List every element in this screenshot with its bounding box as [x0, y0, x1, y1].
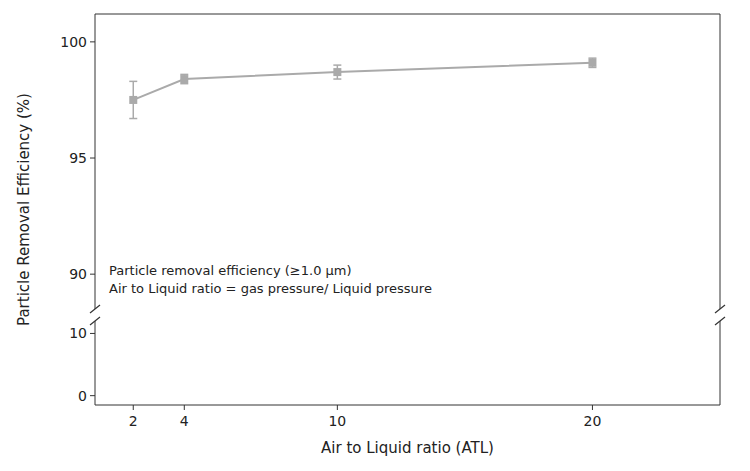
marker [333, 68, 341, 76]
chart-container: 9095100Particle removal efficiency (≥1.0… [0, 0, 750, 471]
y-tick-label: 10 [69, 325, 87, 341]
plot-area [129, 58, 596, 118]
y-tick-label: 90 [69, 266, 87, 282]
frame-right [720, 321, 721, 405]
x-tick [133, 405, 134, 410]
error-bar-cap [588, 57, 596, 59]
x-axis-line [95, 405, 720, 406]
x-tick-label: 10 [328, 413, 346, 429]
y-tick [90, 158, 95, 159]
y-axis-line [95, 14, 96, 309]
y-tick-label: 100 [60, 34, 87, 50]
annotation: Particle removal efficiency (≥1.0 μm) [109, 263, 352, 278]
y-axis-label: Particle Removal Efficiency (%) [15, 93, 33, 326]
x-tick-label: 20 [584, 413, 602, 429]
error-bar-cap [588, 67, 596, 69]
frame-top [95, 14, 720, 15]
x-tick-label: 2 [129, 413, 138, 429]
error-bar-cap [129, 81, 137, 83]
error-bar [333, 65, 341, 79]
error-bar-cap [333, 78, 341, 80]
break-mark [90, 305, 100, 313]
annotation: Air to Liquid ratio = gas pressure/ Liqu… [109, 281, 432, 296]
chart-svg: 9095100Particle removal efficiency (≥1.0… [0, 0, 750, 471]
break-marks [90, 305, 725, 325]
error-bar-cap [180, 83, 188, 85]
x-tick [337, 405, 338, 410]
y-tick [90, 274, 95, 275]
error-bar-cap [129, 118, 137, 120]
y-tick-label: 95 [69, 150, 87, 166]
top-panel: 90 95 100 Particle removal efficiency (≥1.0… [60, 14, 720, 309]
x-tick [184, 405, 185, 410]
marker [129, 96, 137, 104]
bottom-panel: 0 10 2 4 10 20 Air to Liquid ratio (ATL) [69, 321, 720, 457]
break-mark [715, 317, 725, 325]
error-bar-cap [333, 64, 341, 66]
marker [588, 59, 596, 67]
break-mark [715, 305, 725, 313]
error-bar [180, 74, 188, 83]
error-bar [129, 81, 137, 118]
x-tick [592, 405, 593, 410]
marker [180, 75, 188, 83]
y-tick [90, 333, 95, 334]
x-tick-label: 4 [180, 413, 189, 429]
frame-right [720, 14, 721, 309]
break-mark [90, 317, 100, 325]
y-tick-label: 0 [78, 388, 87, 404]
x-axis-label: Air to Liquid ratio (ATL) [321, 439, 494, 457]
error-bar [588, 58, 596, 67]
y-tick [90, 395, 95, 396]
error-bar-cap [180, 74, 188, 76]
y-tick [90, 41, 95, 42]
series-line [133, 63, 592, 100]
